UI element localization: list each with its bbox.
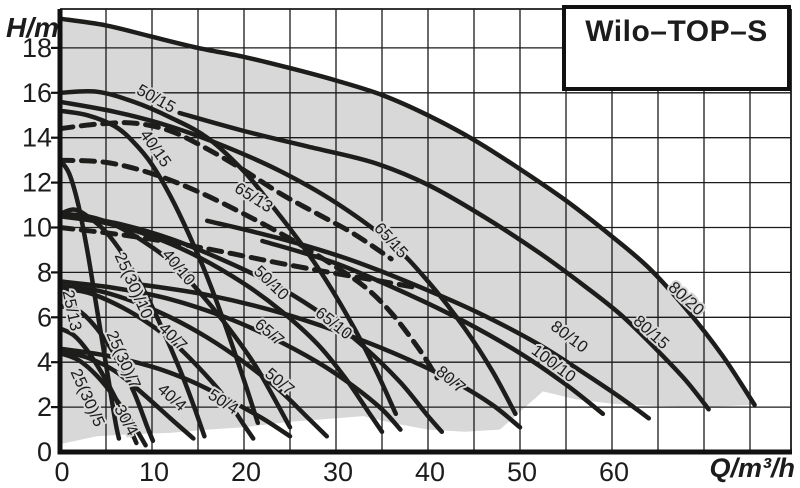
- y-tick-label: 10: [22, 213, 52, 243]
- x-tick-label: 20: [231, 457, 261, 487]
- chart-title: Wilo–TOP–S: [585, 15, 768, 48]
- x-axis-title: Q/m³/h: [709, 453, 796, 483]
- curve-100/10: [260, 238, 606, 417]
- curve-25(30)/5: [57, 326, 139, 446]
- curve-50/10: [57, 214, 385, 435]
- curve-50/15: [57, 88, 399, 417]
- title-box: Wilo–TOP–S: [562, 5, 791, 91]
- x-tick-label: 50: [507, 457, 537, 487]
- x-tick-label: 10: [139, 457, 169, 487]
- curve-40/4: [57, 348, 196, 441]
- curve-30/4: [57, 350, 148, 448]
- y-tick-label: 4: [37, 347, 52, 377]
- y-tick-label: 2: [37, 392, 52, 422]
- y-tick-label: 8: [37, 257, 52, 287]
- curve-80/7: [131, 281, 523, 430]
- curve-50/4: [57, 346, 293, 439]
- curve-80/20: [57, 16, 757, 408]
- y-tick-label: 18: [22, 33, 52, 63]
- y-tick-label: 0: [37, 437, 52, 467]
- curve-50/7: [57, 283, 330, 439]
- x-tick-label: 40: [415, 457, 445, 487]
- curve-65/15: [57, 99, 518, 417]
- x-tick-label: 0: [54, 457, 69, 487]
- curve-65/10: [57, 211, 445, 435]
- y-tick-label: 16: [22, 78, 52, 108]
- x-tick-label: 30: [323, 457, 353, 487]
- curve-80/15: [177, 110, 711, 412]
- y-tick-label: 12: [22, 168, 52, 198]
- y-tick-label: 6: [37, 302, 52, 332]
- curve-65/13: [57, 120, 394, 262]
- y-axis-title: H/m: [6, 12, 59, 43]
- y-tick-label: 14: [22, 123, 52, 153]
- curve-25/13: [57, 157, 122, 441]
- curve-65/7: [57, 279, 403, 432]
- curve-dashed-aux-1: [57, 157, 440, 381]
- curve-40/7: [57, 285, 256, 441]
- x-tick-label: 60: [599, 457, 629, 487]
- curve-40/15: [57, 108, 261, 426]
- curve-80/10: [204, 218, 652, 421]
